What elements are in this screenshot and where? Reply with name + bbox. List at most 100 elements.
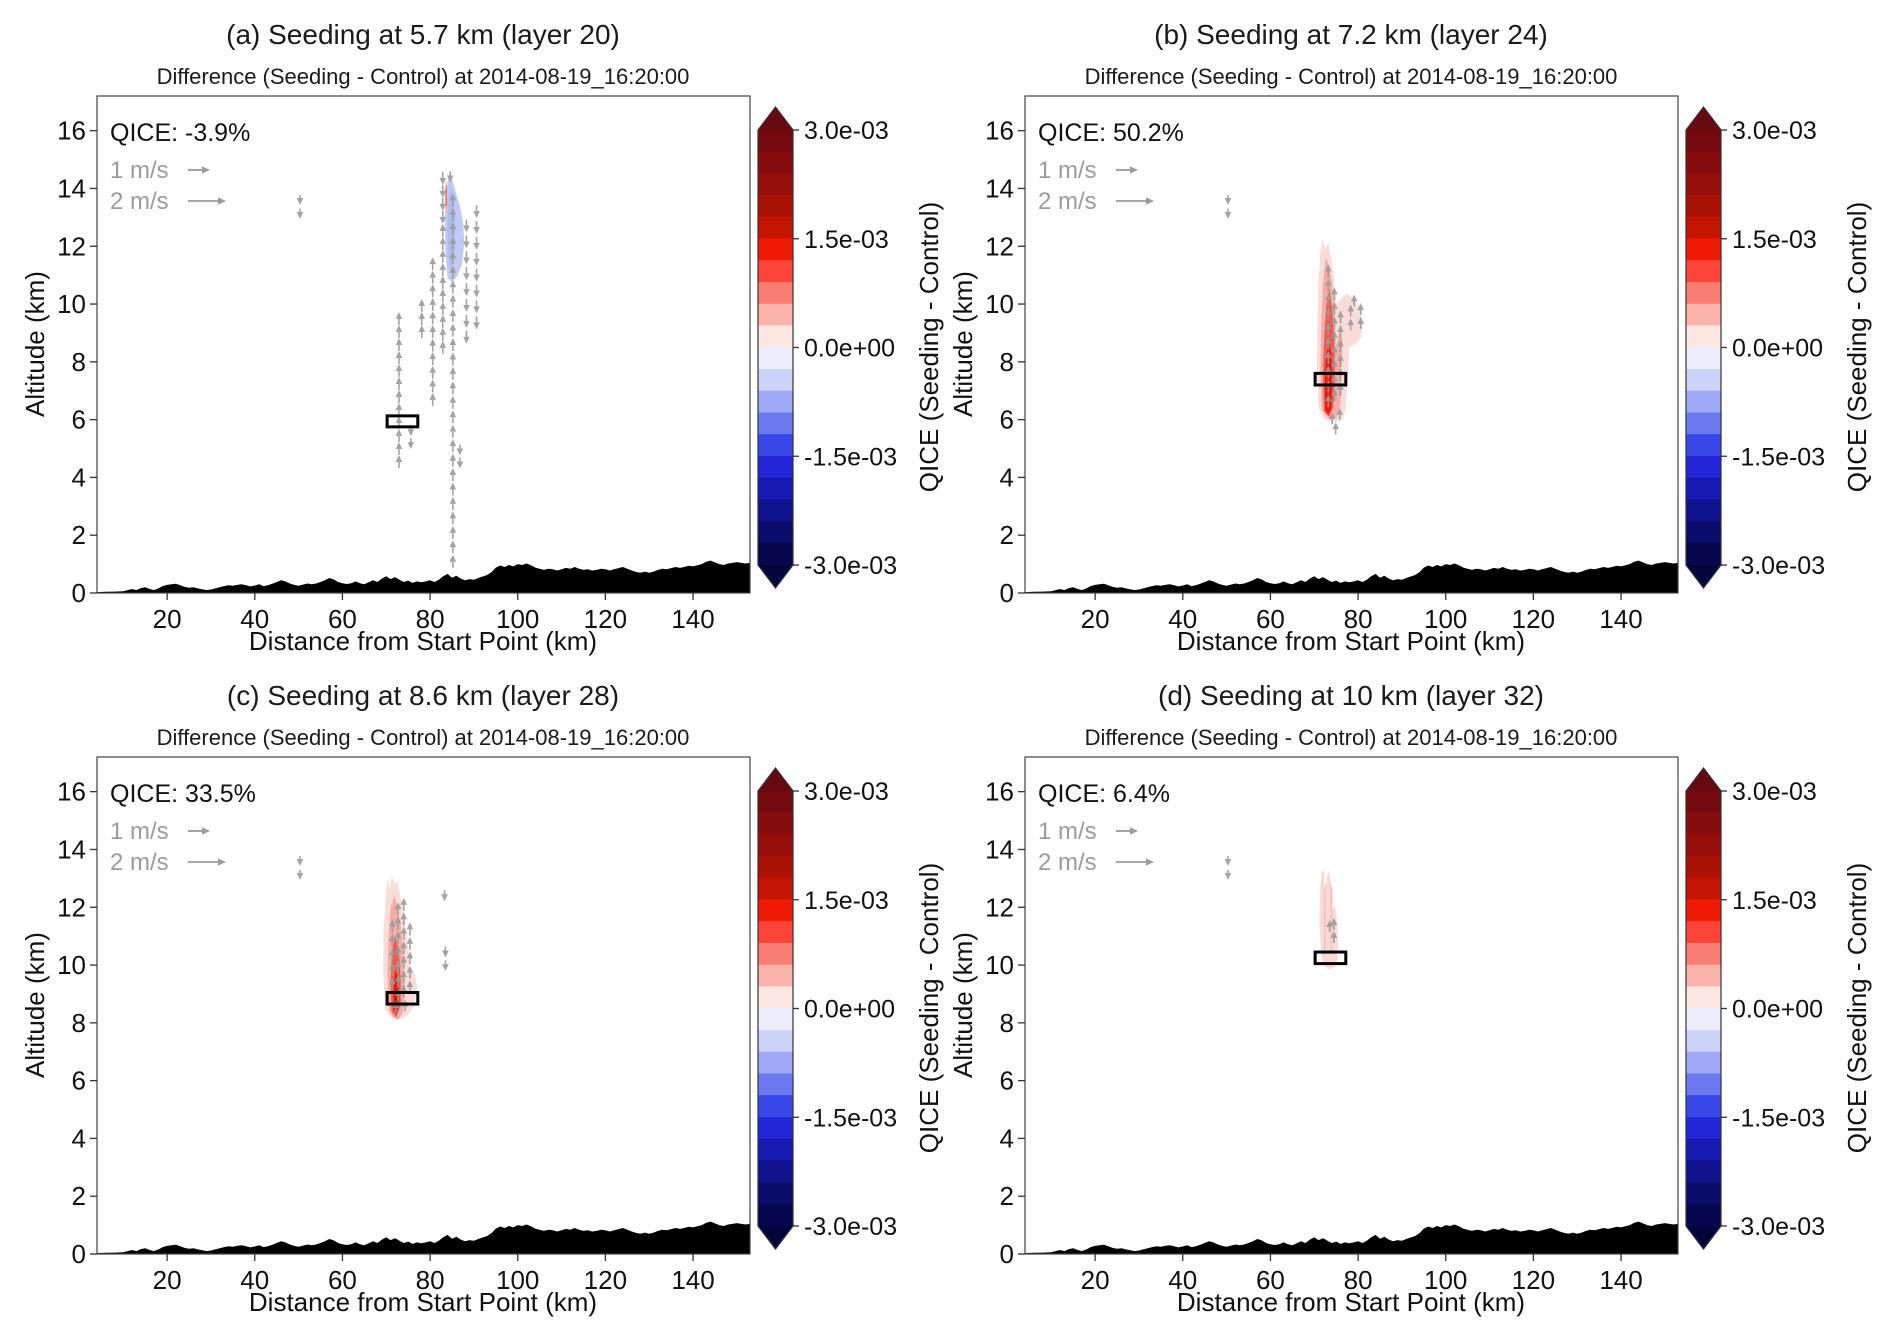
wind-arrow [456, 444, 464, 456]
y-tick-label: 16 [985, 777, 1014, 807]
colorbar-segment [1686, 325, 1721, 348]
seed-region-rect [385, 414, 420, 429]
wind-arrow [449, 525, 457, 539]
panel-a: (a) Seeding at 5.7 km (layer 20) Differe… [20, 19, 944, 656]
wind-arrow [406, 965, 414, 979]
colorbar-segment [1686, 477, 1721, 501]
x-tick-label: 80 [416, 604, 445, 634]
y-tick-label: 2 [72, 1181, 86, 1211]
colorbar-segment [1686, 238, 1721, 261]
wind-legend-arrow [1116, 858, 1154, 866]
wind-arrow [1324, 351, 1332, 365]
wind-arrow [400, 941, 408, 955]
wind-arrow [1224, 869, 1232, 880]
plot-graphics-layer: 20 40 60 80 100 120 140 0 2 4 6 8 10 12 14 16 3.0e-03 1.5… [57, 756, 897, 1295]
wind-arrow [406, 951, 414, 965]
wind-arrow [400, 912, 408, 926]
colorbar-segment [1686, 542, 1721, 566]
panel-subtitle: Difference (Seeding - Control) at 2014-0… [157, 64, 690, 89]
colorbar-segment [1686, 790, 1721, 814]
wind-arrow [395, 311, 403, 325]
wind-arrow [395, 429, 403, 443]
colorbar-segment [1686, 964, 1721, 988]
y-tick-label: 4 [1000, 462, 1014, 492]
colorbar-segment [758, 434, 793, 457]
wind-arrow [296, 856, 304, 867]
wind-arrow [1357, 302, 1365, 315]
wind-arrow [1331, 287, 1338, 301]
colorbar-label: QICE (Seeding - Control) [914, 202, 944, 492]
panel-title: (d) Seeding at 10 km (layer 32) [1158, 680, 1544, 711]
y-tick-label: 16 [57, 116, 86, 146]
x-tick-label: 40 [240, 1265, 269, 1295]
colorbar-tick-label: -3.0e-03 [804, 552, 897, 580]
x-tick-label: 20 [1081, 604, 1110, 634]
colorbar-segment [758, 942, 793, 966]
wind-arrow [395, 324, 403, 338]
x-tick-label: 60 [328, 1265, 357, 1295]
y-tick-label: 6 [72, 405, 86, 435]
panel-c: (c) Seeding at 8.6 km (layer 28) Differe… [20, 680, 944, 1317]
wind-arrow [429, 379, 437, 393]
colorbar-segment [758, 368, 793, 392]
wind-arrow [1337, 310, 1344, 324]
y-tick-label: 16 [57, 777, 86, 807]
colorbar-segment [758, 899, 793, 922]
wind-arrow [449, 453, 457, 467]
x-tick-label: 20 [153, 1265, 182, 1295]
qice-annotation: QICE: -3.9% [110, 119, 250, 147]
colorbar-segment [758, 260, 793, 283]
wind-arrow [449, 540, 457, 554]
wind-arrow [439, 301, 447, 315]
colorbar-extend-min [758, 1226, 793, 1249]
colorbar-segment [1686, 499, 1721, 522]
wind-arrow [449, 439, 457, 453]
wind-arrow [1324, 322, 1332, 336]
wind-arrow [394, 916, 402, 930]
y-tick-label: 14 [985, 834, 1014, 864]
wind-arrow [449, 207, 457, 221]
x-tick-label: 20 [1081, 1265, 1110, 1295]
colorbar-segment [758, 1160, 793, 1183]
x-tick-label: 120 [584, 1265, 627, 1295]
colorbar-tick-label: -1.5e-03 [804, 443, 897, 471]
y-tick-label: 2 [1000, 520, 1014, 550]
plot-frame [1024, 756, 1679, 1255]
colorbar-segment [758, 238, 793, 261]
x-tick-label: 40 [240, 604, 269, 634]
wind-arrow [439, 340, 447, 354]
colorbar-segment [758, 455, 793, 479]
x-tick-label: 80 [1344, 1265, 1373, 1295]
wind-arrow [473, 316, 480, 330]
wind-arrow [418, 298, 426, 312]
wind-arrow [395, 455, 403, 469]
wind-arrow [1224, 208, 1232, 219]
wind-arrow [449, 193, 457, 207]
wind-arrow [1331, 345, 1338, 359]
wind-arrow [429, 365, 437, 379]
x-axis-label: Distance from Start Point (km) [1177, 626, 1525, 656]
colorbar-segment [758, 325, 793, 348]
colorbar-segment [1686, 455, 1721, 479]
wind-arrow [1331, 330, 1338, 344]
y-tick-label: 4 [72, 1123, 86, 1153]
y-tick-label: 8 [72, 1008, 86, 1038]
wind-arrow [429, 392, 437, 406]
plot-graphics-layer: 20 40 60 80 100 120 140 0 2 4 6 8 10 12 14 16 3.0e-03 1.5… [57, 95, 897, 634]
wind-arrow [439, 223, 447, 237]
wind-arrow [463, 298, 470, 312]
wind-arrow [449, 381, 457, 395]
x-tick-label: 20 [153, 604, 182, 634]
wind-arrow [439, 314, 447, 328]
colorbar-segment [1686, 812, 1721, 835]
wind-legend-1ms-label: 1 m/s [1038, 157, 1097, 184]
wind-arrow [389, 962, 396, 976]
colorbar-tick-label: 0.0e+00 [804, 335, 895, 363]
colorbar: 3.0e-03 1.5e-03 0.0e+00 -1.5e-03 -3.0e-03 [757, 106, 897, 589]
wind-arrow [1224, 856, 1232, 867]
wind-arrow [442, 946, 449, 958]
wind-arrow [473, 205, 480, 219]
wind-arrow [439, 327, 447, 341]
wind-arrow [439, 236, 447, 250]
